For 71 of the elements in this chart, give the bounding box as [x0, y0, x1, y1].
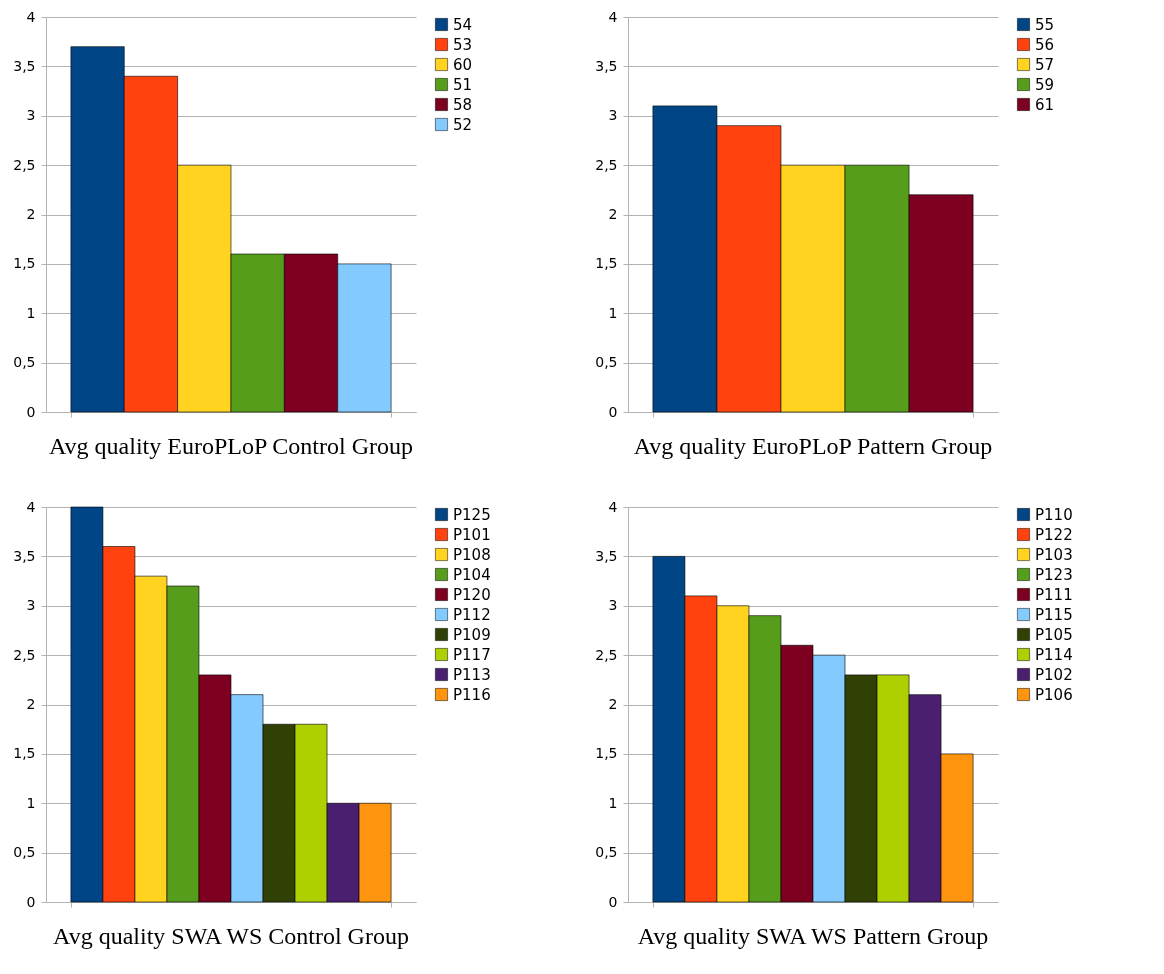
- y-tick-label: 4: [608, 8, 618, 25]
- y-tick-label: 0: [608, 403, 618, 420]
- y-tick-label: 0: [608, 893, 618, 910]
- y-tick-label: 1: [26, 304, 36, 321]
- y-tick-label: 2: [26, 206, 36, 222]
- y-tick-label: 4: [26, 498, 36, 515]
- legend-label: P102: [1035, 665, 1073, 684]
- y-tick-label: 2,5: [13, 646, 36, 663]
- legend-label: P109: [453, 625, 491, 644]
- y-tick-label: 2,5: [13, 156, 36, 173]
- y-tick-label: 4: [608, 498, 618, 515]
- legend-label: P108: [453, 545, 491, 564]
- legend-label: P125: [453, 505, 491, 524]
- legend-label: P122: [1035, 525, 1073, 544]
- y-tick-label: 2: [26, 696, 36, 712]
- legend-label: P110: [1035, 505, 1073, 524]
- y-tick-label: 1: [608, 304, 618, 321]
- y-tick-label: 3: [26, 597, 36, 614]
- y-tick-label: 3,5: [13, 57, 36, 74]
- y-tick-label: 1: [26, 794, 36, 811]
- y-tick-label: 2: [608, 696, 618, 712]
- legend-label: 60: [453, 55, 473, 74]
- legend-label: P104: [453, 565, 491, 584]
- legend-label: P116: [453, 685, 491, 704]
- legend-label: P112: [453, 605, 491, 624]
- y-tick-label: 0,5: [13, 844, 36, 861]
- legend-label: P113: [453, 665, 491, 684]
- y-tick-label: 0: [26, 403, 36, 420]
- legend-label: 52: [453, 115, 473, 134]
- y-tick-label: 3,5: [595, 57, 618, 74]
- legend-label: 56: [1035, 35, 1055, 54]
- y-tick-label: 1,5: [595, 745, 618, 762]
- y-tick-label: 3,5: [595, 547, 618, 564]
- y-tick-label: 1,5: [595, 255, 618, 272]
- y-tick-label: 0,5: [13, 354, 36, 371]
- legend-label: P120: [453, 585, 491, 604]
- y-tick-label: 2: [608, 206, 618, 222]
- legend-label: P106: [1035, 685, 1073, 704]
- legend-label: P114: [1035, 645, 1073, 664]
- y-tick-label: 3,5: [13, 547, 36, 564]
- legend-label: 59: [1035, 75, 1055, 94]
- y-tick-label: 2,5: [595, 646, 618, 663]
- legend-label: 55: [1035, 15, 1055, 34]
- y-tick-label: 1,5: [13, 745, 36, 762]
- text: Avg quality SWA WS Pattern Group: [637, 923, 989, 949]
- text: Avg quality SWA WS Control Group: [53, 923, 409, 949]
- legend-label: 57: [1035, 55, 1055, 74]
- y-tick-label: 0,5: [595, 844, 618, 861]
- legend-label: P111: [1035, 585, 1073, 604]
- legend-label: 51: [453, 75, 473, 94]
- legend-label: P115: [1035, 605, 1073, 624]
- y-tick-label: 4: [26, 8, 36, 25]
- y-tick-label: 3: [26, 107, 36, 124]
- legend-label: 53: [453, 35, 473, 54]
- legend-label: P105: [1035, 625, 1073, 644]
- legend-label: 61: [1035, 95, 1055, 114]
- y-tick-label: 2,5: [595, 156, 618, 173]
- text: Avg quality EuroPLoP Control Group: [49, 433, 413, 459]
- y-tick-label: 3: [608, 597, 618, 614]
- legend-label: P103: [1035, 545, 1073, 564]
- y-tick-label: 3: [608, 107, 618, 124]
- y-tick-label: 0: [26, 893, 36, 910]
- y-tick-label: 1: [608, 794, 618, 811]
- y-tick-label: 0,5: [595, 354, 618, 371]
- text: Avg quality EuroPLoP Pattern Group: [633, 433, 993, 459]
- legend-label: 54: [453, 15, 473, 34]
- legend-label: P123: [1035, 565, 1073, 584]
- legend-label: P101: [453, 525, 491, 544]
- legend-label: P117: [453, 645, 491, 664]
- legend-label: 58: [453, 95, 473, 114]
- y-tick-label: 1,5: [13, 255, 36, 272]
